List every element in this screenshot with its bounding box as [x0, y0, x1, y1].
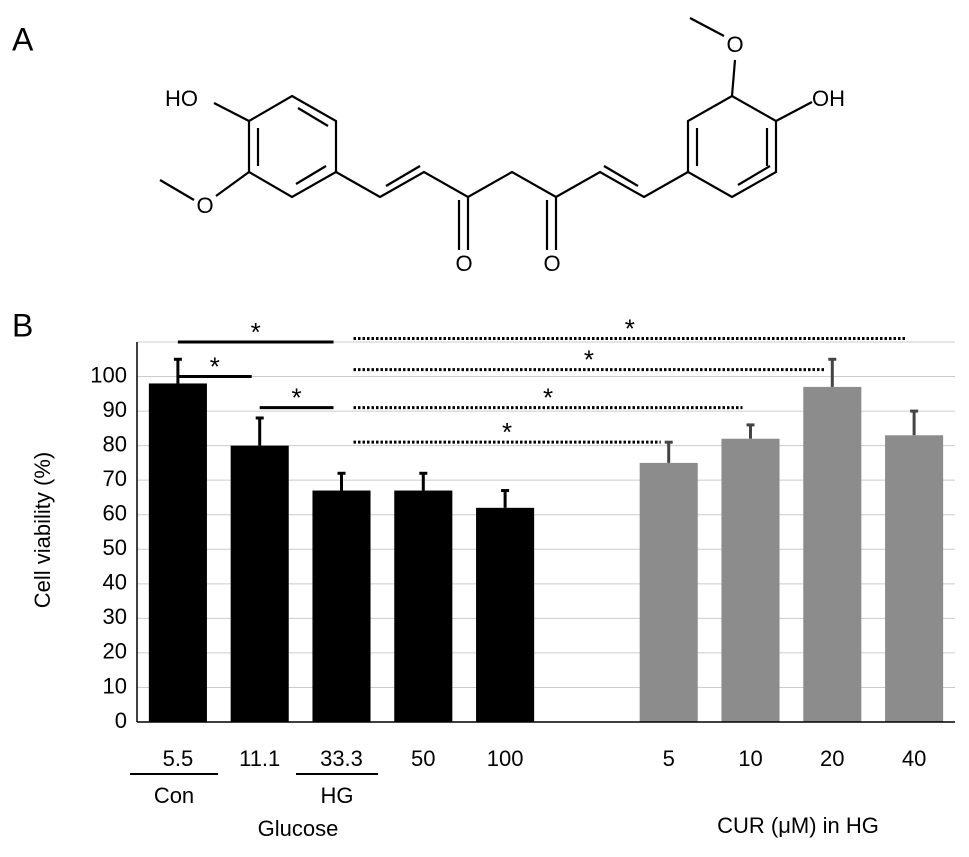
significance-star: *: [292, 383, 302, 413]
y-tick-label: 30: [103, 604, 127, 629]
significance-star: *: [251, 317, 261, 347]
x-tick-label: 10: [738, 746, 762, 771]
sublabel: HG: [321, 783, 354, 808]
y-tick-label: 60: [103, 501, 127, 526]
y-tick-label: 100: [90, 362, 127, 387]
bar: [721, 438, 780, 722]
atom-label: O: [726, 32, 743, 57]
bar: [639, 462, 698, 722]
bar: [312, 490, 371, 722]
x-tick-label: 5: [663, 746, 675, 771]
bar: [476, 507, 535, 722]
bar: [803, 386, 862, 722]
y-tick-label: 90: [103, 397, 127, 422]
atom-label: HO: [165, 86, 198, 111]
x-tick-label: 50: [411, 746, 435, 771]
x-tick-label: 20: [820, 746, 844, 771]
bar: [148, 383, 207, 722]
y-tick-label: 50: [103, 535, 127, 560]
y-tick-label: 20: [103, 639, 127, 664]
curcumin-structure: HO OH O O O O: [159, 17, 845, 276]
bar: [230, 445, 289, 722]
atom-label: O: [455, 251, 472, 276]
significance-star: *: [584, 345, 594, 375]
significance-star: *: [502, 417, 512, 447]
bar: [394, 490, 453, 722]
sublabel: Con: [154, 783, 194, 808]
significance-star: *: [625, 313, 635, 343]
x-tick-label: 33.3: [320, 746, 363, 771]
y-tick-label: 10: [103, 673, 127, 698]
bar: [885, 435, 944, 722]
significance-star: *: [210, 351, 220, 381]
atom-label: OH: [812, 86, 845, 111]
group-label: Glucose: [258, 816, 339, 841]
significance-star: *: [543, 383, 553, 413]
x-tick-label: 40: [902, 746, 926, 771]
y-axis-label: Cell viability (%): [30, 452, 55, 608]
group-label: CUR (μM) in HG: [717, 813, 879, 838]
y-tick-label: 80: [103, 431, 127, 456]
x-tick-label: 5.5: [163, 746, 194, 771]
panel-label: A: [12, 21, 34, 57]
y-tick-label: 0: [115, 708, 127, 733]
y-tick-label: 70: [103, 466, 127, 491]
panel-label: B: [12, 307, 33, 343]
atom-label: O: [196, 193, 213, 218]
atom-label: O: [543, 251, 560, 276]
y-tick-label: 40: [103, 570, 127, 595]
x-tick-label: 100: [487, 746, 524, 771]
x-tick-label: 11.1: [239, 746, 280, 771]
